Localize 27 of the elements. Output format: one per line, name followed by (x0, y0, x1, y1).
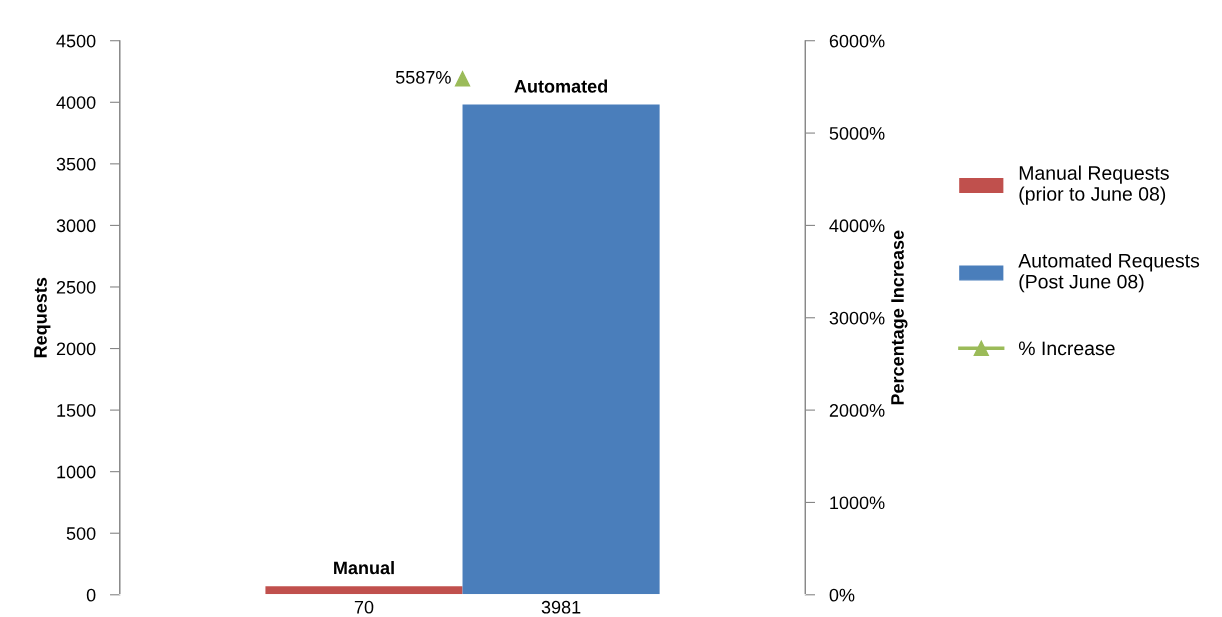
data-label: 70 (354, 600, 374, 614)
annotation: Automated (514, 79, 608, 93)
y-axis-title: Requests (34, 277, 51, 358)
y2-tick-label: 2000% (829, 404, 885, 417)
y2-axis-title: Percentage Increase (891, 230, 908, 405)
y2-tick-label: 6000% (829, 34, 885, 48)
data-label: 3981 (541, 600, 581, 614)
y-tick-label: 1000 (57, 465, 96, 479)
y-tick-label: 2500 (56, 280, 96, 294)
y-tick-label: 500 (66, 527, 96, 540)
annotation: Manual (334, 561, 394, 575)
y-tick-label: 3500 (56, 157, 96, 171)
y-tick-label: 2000 (56, 342, 96, 356)
y-tick-label: 4000 (56, 96, 96, 109)
y2-tick-label: 0% (829, 588, 855, 602)
legend-label: Manual Requests (prior to June 08) (1019, 165, 1169, 205)
y2-tick-label: 4000% (829, 219, 885, 233)
y-tick-label: 4500 (56, 34, 96, 48)
legend-label: % Increase (1018, 341, 1115, 356)
y2-tick-label: 5000% (829, 127, 885, 140)
y2-tick-label: 1000% (830, 496, 885, 510)
y-tick-label: 1500 (57, 404, 96, 417)
y2-tick-label: 3000% (829, 311, 885, 325)
data-label: 5587% (395, 70, 451, 84)
y-tick-label: 0 (86, 588, 96, 602)
y-tick-label: 3000 (56, 219, 96, 233)
legend-label: Automated Requests (Post June 08) (1018, 253, 1200, 293)
